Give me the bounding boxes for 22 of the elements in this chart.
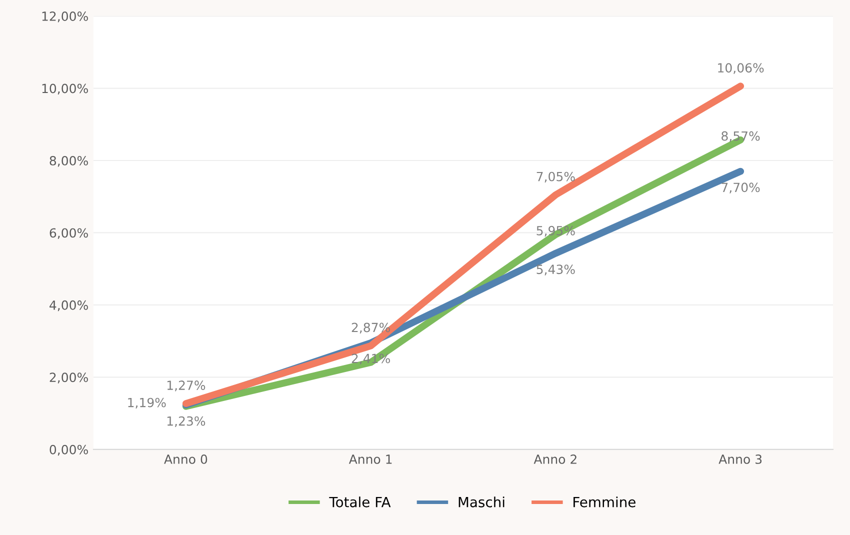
data-label: 10,06% [718, 63, 764, 74]
data-label: 8,57% [722, 131, 760, 142]
x-tick-label: Anno 3 [718, 454, 762, 464]
y-tick-label: 2,00% [50, 372, 88, 384]
data-label: 7,70% [722, 182, 760, 194]
legend-label: Femmine [574, 496, 636, 508]
y-tick-label: 10,00% [42, 84, 88, 94]
data-label: 7,05% [536, 172, 575, 183]
y-tick-label: 0,00% [50, 444, 88, 456]
x-tick-label: Anno 0 [164, 454, 208, 464]
y-tick-label: 4,00% [50, 300, 88, 312]
y-tick-label: 12,00% [42, 12, 88, 22]
y-tick-label: 6,00% [50, 228, 88, 239]
x-tick-label: Anno 1 [348, 454, 392, 464]
data-label: 1,19% [128, 398, 166, 409]
y-tick-label: 8,00% [50, 156, 88, 167]
data-label: 1,27% [167, 380, 206, 392]
data-label: 1,23% [167, 416, 206, 428]
x-tick-label: Anno 2 [534, 454, 576, 464]
data-label: 5,43% [536, 264, 575, 276]
legend-label: Maschi [458, 496, 504, 508]
legend-label: Totale FA [329, 496, 391, 508]
